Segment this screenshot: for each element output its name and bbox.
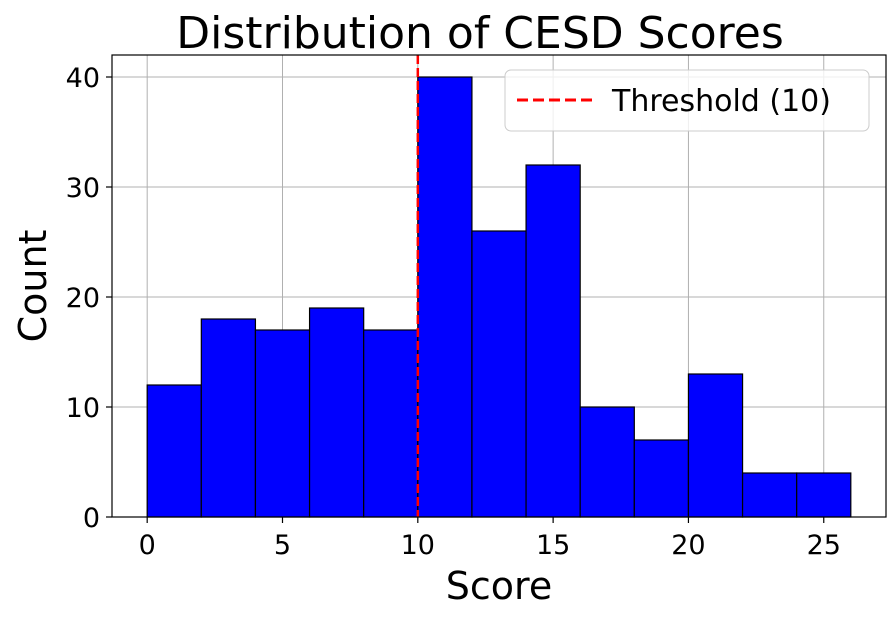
x-tick-label: 0 [139, 530, 156, 561]
histogram-bar [308, 307, 365, 518]
histogram-bar [363, 329, 419, 518]
histogram-bar [579, 406, 635, 518]
chart-title: Distribution of CESD Scores [176, 8, 784, 59]
histogram-bar [741, 472, 798, 518]
legend-label-threshold: Threshold (10) [611, 84, 831, 119]
x-tick-label: 25 [807, 530, 841, 561]
x-tick-label: 5 [274, 530, 291, 561]
x-tick-label: 20 [671, 530, 705, 561]
x-axis-label: Score [446, 564, 552, 608]
y-axis-label: Count [11, 230, 55, 343]
legend: Threshold (10) [504, 69, 870, 132]
histogram-bar [417, 76, 473, 518]
histogram-bar [200, 318, 257, 518]
x-tick-label: 10 [401, 530, 435, 561]
histogram-bar [146, 384, 202, 518]
x-axis-ticks: 0 5 10 15 20 25 [139, 517, 841, 561]
y-tick-label: 20 [66, 283, 100, 314]
y-tick-label: 10 [66, 393, 100, 424]
plot-frame [111, 54, 887, 518]
y-tick-label: 0 [83, 503, 100, 534]
legend-box [504, 69, 870, 132]
histogram-bar [796, 472, 852, 518]
y-tick-label: 40 [66, 63, 100, 94]
histogram-bar [471, 230, 527, 518]
x-tick-label: 15 [536, 530, 570, 561]
bars [146, 76, 852, 518]
y-tick-label: 30 [66, 173, 100, 204]
y-axis-ticks: 0 10 20 30 40 [66, 63, 112, 534]
histogram-bar [633, 439, 690, 518]
histogram-bar [687, 373, 744, 518]
histogram-bar [254, 329, 311, 518]
histogram-bar [525, 164, 581, 518]
